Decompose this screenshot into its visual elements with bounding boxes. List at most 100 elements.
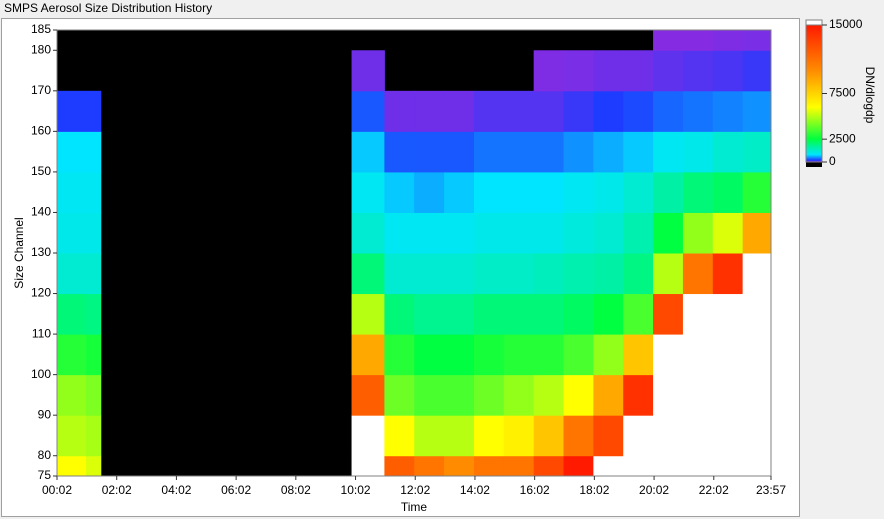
heatmap-cell	[473, 171, 505, 213]
heatmap-cell	[503, 455, 535, 477]
heatmap-cell	[351, 212, 385, 254]
heatmap-cell	[682, 334, 714, 376]
heatmap-cell	[563, 415, 594, 457]
heatmap-cell	[682, 374, 714, 416]
heatmap-cell	[593, 171, 624, 213]
heatmap-cell	[742, 30, 772, 51]
heatmap-cell	[712, 293, 744, 335]
heatmap-cell	[351, 455, 385, 477]
y-tick-label: 90	[38, 407, 52, 421]
heatmap-cell	[85, 131, 102, 173]
heatmap-cell	[444, 415, 475, 457]
heatmap-cell	[351, 90, 385, 132]
heatmap-cell	[444, 253, 475, 295]
heatmap-cell	[742, 415, 772, 457]
heatmap-cell	[384, 374, 415, 416]
y-tick-label: 160	[31, 124, 51, 138]
heatmap-cell	[593, 131, 624, 173]
heatmap-cell	[57, 90, 87, 132]
heatmap-cell	[593, 90, 624, 132]
heatmap-cell	[444, 90, 475, 132]
heatmap-cell	[57, 334, 87, 376]
heatmap-cell	[712, 455, 744, 477]
heatmap-cell	[742, 455, 772, 477]
x-tick-label: 23:57	[756, 483, 786, 497]
y-tick-label: 150	[31, 164, 51, 178]
heatmap-cell	[351, 334, 385, 376]
heatmap-cell	[623, 334, 654, 376]
heatmap-cell	[712, 131, 744, 173]
heatmap-cell	[712, 415, 744, 457]
heatmap-cell	[57, 374, 87, 416]
heatmap-cell	[653, 131, 684, 173]
x-tick-label: 10:02	[341, 483, 371, 497]
x-tick-label: 12:02	[400, 483, 430, 497]
heatmap-cell	[384, 131, 415, 173]
y-tick-label: 180	[31, 42, 51, 56]
heatmap-cell	[623, 293, 654, 335]
heatmap-cell	[682, 131, 714, 173]
heatmap-cell	[563, 90, 594, 132]
heatmap-cell	[473, 334, 505, 376]
colorbar-over	[805, 19, 823, 26]
heatmap-cell	[623, 253, 654, 295]
heatmap-cell	[623, 374, 654, 416]
heatmap-cell	[444, 131, 475, 173]
heatmap-cell	[473, 374, 505, 416]
heatmap-cell	[503, 374, 535, 416]
heatmap-cell	[414, 253, 445, 295]
heatmap-cell	[563, 293, 594, 335]
heatmap-cell	[57, 171, 87, 213]
heatmap-cell	[444, 334, 475, 376]
heatmap-cell	[653, 30, 684, 51]
heatmap-cell	[533, 455, 565, 477]
heatmap-cell	[593, 415, 624, 457]
heatmap-cell	[414, 212, 445, 254]
heatmap-cell	[384, 212, 415, 254]
heatmap-cell	[503, 253, 535, 295]
heatmap-cell	[85, 171, 102, 213]
y-tick-label: 140	[31, 205, 51, 219]
heatmap-cell	[742, 90, 772, 132]
heatmap-cell	[593, 50, 624, 92]
heatmap-cell	[444, 212, 475, 254]
heatmap-cell	[384, 455, 415, 477]
heatmap-cell	[653, 253, 684, 295]
colorbar-tick-label: 15000	[829, 17, 863, 31]
heatmap-cell	[533, 50, 565, 92]
heatmap-cell	[414, 455, 445, 477]
heatmap-cell	[414, 374, 445, 416]
heatmap-cell	[533, 131, 565, 173]
colorbar	[805, 24, 823, 163]
heatmap-cell	[623, 171, 654, 213]
heatmap-cell	[85, 455, 102, 477]
heatmap-cell	[444, 293, 475, 335]
heatmap-cell	[503, 171, 535, 213]
heatmap-cell	[503, 212, 535, 254]
y-tick-label: 80	[38, 448, 52, 462]
colorbar-tick-label: 0	[829, 154, 836, 168]
heatmap-cell	[384, 171, 415, 213]
heatmap-cell	[533, 90, 565, 132]
heatmap-cell	[384, 334, 415, 376]
heatmap-cell	[593, 374, 624, 416]
heatmap-cell	[533, 334, 565, 376]
heatmap-cell	[533, 253, 565, 295]
heatmap-cell	[533, 171, 565, 213]
heatmap-cell	[563, 171, 594, 213]
heatmap-cell	[742, 212, 772, 254]
heatmap-cell	[85, 293, 102, 335]
heatmap-cell	[384, 415, 415, 457]
y-tick-label: 100	[31, 367, 51, 381]
heatmap-cell	[533, 415, 565, 457]
heatmap-cell	[414, 415, 445, 457]
heatmap-cell	[503, 334, 535, 376]
y-tick-label: 110	[32, 326, 51, 340]
x-tick-label: 14:02	[460, 483, 490, 497]
colorbar-tick-label: 2500	[829, 131, 856, 145]
heatmap-cell	[563, 253, 594, 295]
heatmap-cell	[682, 253, 714, 295]
heatmap-cell	[414, 334, 445, 376]
heatmap-cell	[85, 334, 102, 376]
heatmap-cell	[503, 131, 535, 173]
